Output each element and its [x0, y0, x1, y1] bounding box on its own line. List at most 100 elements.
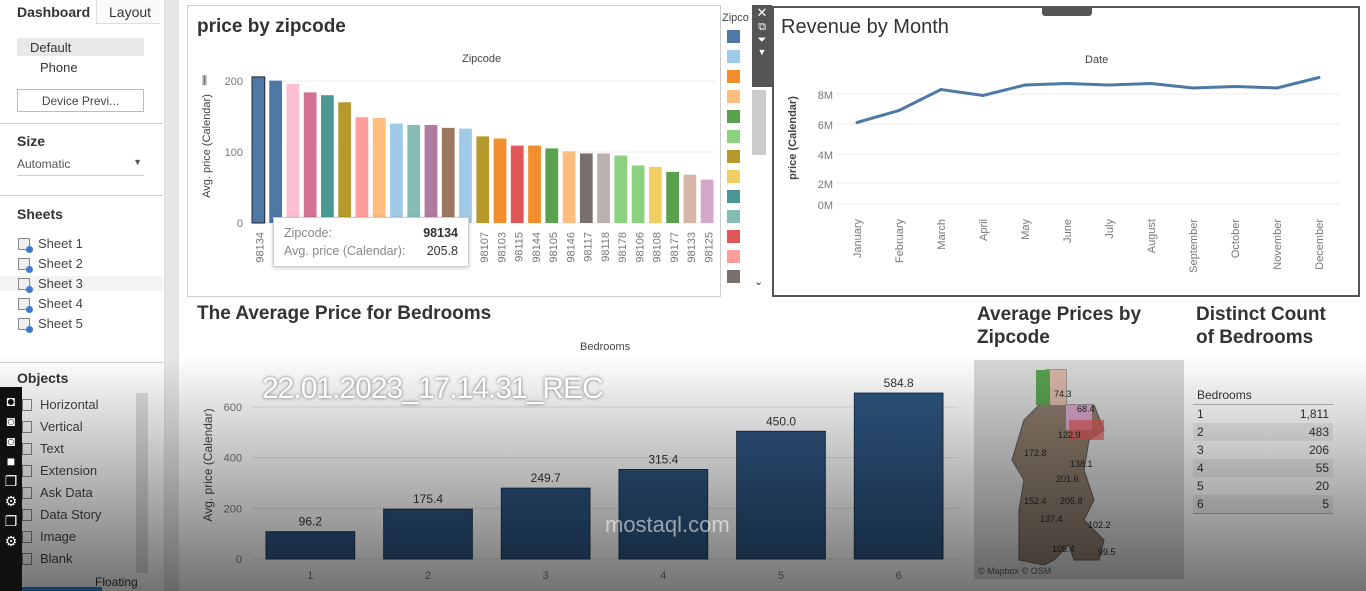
object-item[interactable]: Image: [22, 529, 76, 544]
legend-swatch[interactable]: [727, 170, 740, 183]
zip-bar[interactable]: [493, 138, 507, 223]
zip-bar[interactable]: [683, 174, 697, 223]
data-point[interactable]: [897, 109, 901, 112]
tab-layout[interactable]: Layout: [96, 0, 160, 24]
zip-bar[interactable]: [579, 153, 593, 223]
zip-bar[interactable]: [648, 166, 662, 223]
zip-bar[interactable]: [355, 117, 369, 223]
zipcode-map[interactable]: 74.3 68.4 122.9 172.8 138.1 201.6 152.4 205.8 13…: [974, 360, 1184, 579]
zip-bar[interactable]: [286, 83, 300, 223]
zip-bar[interactable]: [666, 171, 679, 223]
zip-bar[interactable]: [614, 155, 628, 223]
data-point[interactable]: [939, 88, 943, 91]
legend-swatch[interactable]: [727, 270, 740, 283]
zip-bar-chart[interactable]: Avg. price (Calendar) 0 100 200 98134 98107 98…: [188, 6, 722, 298]
data-point[interactable]: [1191, 86, 1195, 90]
map-attribution[interactable]: © Mapbox © OSM: [978, 566, 1052, 576]
table-row[interactable]: 3 206: [1193, 441, 1333, 459]
zip-bar[interactable]: [407, 125, 421, 223]
tab-dashboard[interactable]: Dashboard: [17, 4, 91, 20]
zip-bar[interactable]: [545, 148, 559, 223]
device-phone[interactable]: Phone: [40, 60, 78, 75]
data-point[interactable]: [981, 94, 985, 97]
object-item[interactable]: Text: [22, 441, 64, 456]
size-dropdown[interactable]: Automatic ▼: [17, 157, 144, 176]
data-point[interactable]: [855, 121, 859, 124]
zip-bar[interactable]: [441, 127, 455, 223]
video-camera-icon[interactable]: ■: [6, 453, 16, 469]
zip-bar[interactable]: [269, 80, 283, 224]
zip-bar[interactable]: [562, 151, 576, 223]
zip-bar[interactable]: [459, 128, 472, 223]
data-point[interactable]: [1317, 76, 1321, 79]
zip-bar[interactable]: [424, 125, 438, 223]
drag-handle-icon[interactable]: [1042, 6, 1092, 16]
panel-scrollbar[interactable]: [165, 0, 179, 591]
close-icon[interactable]: ✕: [756, 5, 768, 20]
object-item[interactable]: Horizontal: [22, 397, 99, 412]
table-row[interactable]: 4 55: [1193, 459, 1333, 477]
object-item[interactable]: Vertical: [22, 419, 83, 434]
device-default[interactable]: Default: [17, 38, 144, 56]
zip-bar[interactable]: [321, 95, 334, 223]
device-preview-button[interactable]: Device Previ...: [17, 89, 144, 112]
sheet-item-2[interactable]: Sheet 2: [18, 256, 83, 273]
data-point[interactable]: [1233, 85, 1237, 88]
legend-swatch[interactable]: [727, 250, 740, 263]
bedroom-bar[interactable]: [500, 487, 591, 560]
object-item[interactable]: Extension: [22, 463, 97, 478]
object-item[interactable]: Data Story: [22, 507, 101, 522]
legend-swatch[interactable]: [727, 230, 740, 243]
zip-bar[interactable]: [510, 145, 524, 223]
filter-icon[interactable]: ⏷: [757, 34, 767, 46]
legend-swatch[interactable]: [727, 190, 740, 203]
zip-bar[interactable]: [372, 117, 386, 223]
revenue-line-chart[interactable]: price (Calendar) 0M 2M 4M 6M 8M January Februar…: [774, 8, 1358, 295]
windows-icon[interactable]: ❐: [4, 473, 18, 489]
data-point[interactable]: [1275, 86, 1279, 90]
more-options-icon[interactable]: ▼: [757, 47, 767, 57]
legend-swatch[interactable]: [727, 130, 740, 143]
bedroom-bar[interactable]: [265, 531, 356, 560]
legend-scrollbar[interactable]: [752, 90, 766, 155]
data-point[interactable]: [1023, 83, 1027, 87]
zip-bar[interactable]: [476, 136, 490, 223]
legend-swatch[interactable]: [727, 70, 740, 83]
zip-bar[interactable]: [390, 123, 403, 223]
zip-bar[interactable]: [700, 179, 714, 223]
chevron-down-icon[interactable]: ⌄: [754, 276, 764, 288]
legend-swatch[interactable]: [727, 30, 740, 43]
legend-swatch[interactable]: [727, 90, 740, 103]
legend-swatch[interactable]: [727, 210, 740, 223]
gear-icon[interactable]: ⚙: [4, 533, 18, 549]
data-point[interactable]: [1149, 82, 1153, 85]
sheet-item-5[interactable]: Sheet 5: [18, 316, 83, 333]
zip-bar[interactable]: [338, 102, 352, 223]
windows-icon[interactable]: ❐: [4, 513, 18, 529]
camera-icon[interactable]: ◙: [6, 413, 16, 429]
zip-bar[interactable]: [303, 92, 317, 223]
bedroom-bar[interactable]: [853, 392, 944, 560]
camera-icon[interactable]: ◙: [6, 433, 16, 449]
object-item[interactable]: Blank: [22, 551, 73, 566]
object-item[interactable]: Ask Data: [22, 485, 93, 500]
table-row[interactable]: 1 1,811: [1193, 405, 1333, 423]
table-row[interactable]: 5 20: [1193, 477, 1333, 495]
zip-bar[interactable]: [631, 165, 645, 223]
zip-bar[interactable]: [528, 145, 541, 223]
table-row[interactable]: 2 483: [1193, 423, 1333, 441]
open-external-icon[interactable]: ⧉: [758, 21, 766, 33]
video-progress-bar[interactable]: [22, 587, 102, 591]
legend-swatch[interactable]: [727, 110, 740, 123]
sheet-item-4[interactable]: Sheet 4: [18, 296, 83, 313]
legend-swatch[interactable]: [727, 50, 740, 63]
data-point[interactable]: [1065, 82, 1069, 85]
legend-swatch[interactable]: [727, 150, 740, 163]
gear-icon[interactable]: ⚙: [4, 493, 18, 509]
zip-bar[interactable]: [251, 76, 266, 224]
bedroom-bar[interactable]: [383, 508, 473, 560]
sheet-item-1[interactable]: Sheet 1: [18, 236, 83, 253]
sheet-item-3[interactable]: Sheet 3: [0, 276, 163, 293]
objects-scrollbar[interactable]: [136, 393, 148, 573]
